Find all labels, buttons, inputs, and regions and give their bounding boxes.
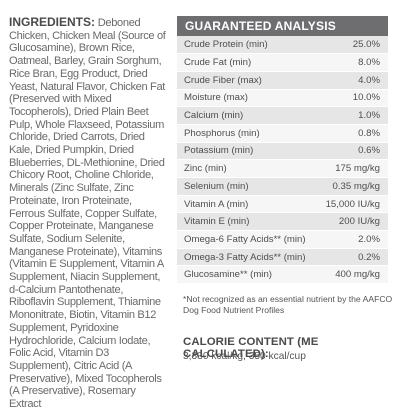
- row-label: Zinc (min): [177, 159, 318, 178]
- ingredients-heading: INGREDIENTS:: [9, 15, 96, 29]
- row-value: 4.0%: [317, 71, 388, 90]
- row-label: Moisture (max): [177, 89, 318, 108]
- row-label: Vitamin A (min): [177, 195, 318, 214]
- table-row: Calcium (min) 1.0%: [177, 106, 388, 125]
- table-row: Phosphorus (min) 0.8%: [177, 124, 388, 143]
- table-row: Crude Fat (min) 8.0%: [177, 53, 388, 72]
- calorie-content-value: 3,330 kcal/kg, 350 kcal/cup: [183, 351, 306, 362]
- row-value: 0.2%: [317, 248, 388, 267]
- row-value: 15,000 IU/kg: [317, 195, 388, 214]
- row-value: 0.6%: [317, 142, 388, 161]
- row-value: 400 mg/kg: [317, 265, 388, 285]
- table-row: Vitamin E (min) 200 IU/kg: [177, 212, 388, 232]
- row-value: 2.0%: [317, 230, 388, 249]
- row-label: Omega-6 Fatty Acids** (min): [177, 230, 318, 249]
- row-label: Glucosamine** (min): [177, 265, 318, 285]
- table-row: Vitamin A (min) 15,000 IU/kg: [177, 195, 388, 214]
- guaranteed-analysis-table: Crude Protein (min) 25.0% Crude Fat (min)…: [177, 36, 388, 285]
- guaranteed-analysis-panel: GUARANTEED ANALYSIS Crude Protein (min) 2…: [177, 16, 388, 285]
- row-label: Omega-3 Fatty Acids** (min): [177, 248, 318, 267]
- ingredients-text: Deboned Chicken, Chicken Meal (Source of…: [9, 17, 166, 411]
- row-value: 1.0%: [317, 106, 388, 125]
- row-value: 0.35 mg/kg: [317, 177, 388, 196]
- row-label: Vitamin E (min): [177, 212, 318, 232]
- row-label: Selenium (min): [177, 177, 318, 196]
- table-row: Zinc (min) 175 mg/kg: [177, 159, 388, 178]
- row-value: 10.0%: [317, 89, 388, 108]
- aafco-footnote: *Not recognized as an essential nutrient…: [183, 294, 393, 315]
- row-value: 8.0%: [317, 53, 388, 72]
- table-row: Moisture (max) 10.0%: [177, 89, 388, 108]
- table-row: Crude Fiber (max) 4.0%: [177, 71, 388, 90]
- row-label: Potassium (min): [177, 142, 318, 161]
- table-row: Glucosamine** (min) 400 mg/kg: [177, 265, 388, 285]
- row-label: Phosphorus (min): [177, 124, 318, 143]
- row-label: Crude Fiber (max): [177, 71, 318, 90]
- calorie-content-title: CALORIE CONTENT (ME CALCULATED):: [183, 336, 319, 360]
- table-row: Crude Protein (min) 25.0%: [177, 36, 388, 55]
- row-value: 175 mg/kg: [317, 159, 388, 178]
- row-label: Crude Fat (min): [177, 53, 318, 72]
- row-value: 200 IU/kg: [317, 212, 388, 232]
- table-row: Omega-6 Fatty Acids** (min) 2.0%: [177, 230, 388, 249]
- table-row: Selenium (min) 0.35 mg/kg: [177, 177, 388, 196]
- row-value: 25.0%: [317, 36, 388, 55]
- ingredients-block: INGREDIENTS: Deboned Chicken, Chicken Me…: [9, 16, 169, 411]
- row-label: Calcium (min): [177, 106, 318, 125]
- row-value: 0.8%: [317, 124, 388, 143]
- row-label: Crude Protein (min): [177, 36, 318, 55]
- guaranteed-analysis-title: GUARANTEED ANALYSIS: [177, 16, 388, 36]
- table-row: Potassium (min) 0.6%: [177, 142, 388, 161]
- table-row: Omega-3 Fatty Acids** (min) 0.2%: [177, 248, 388, 267]
